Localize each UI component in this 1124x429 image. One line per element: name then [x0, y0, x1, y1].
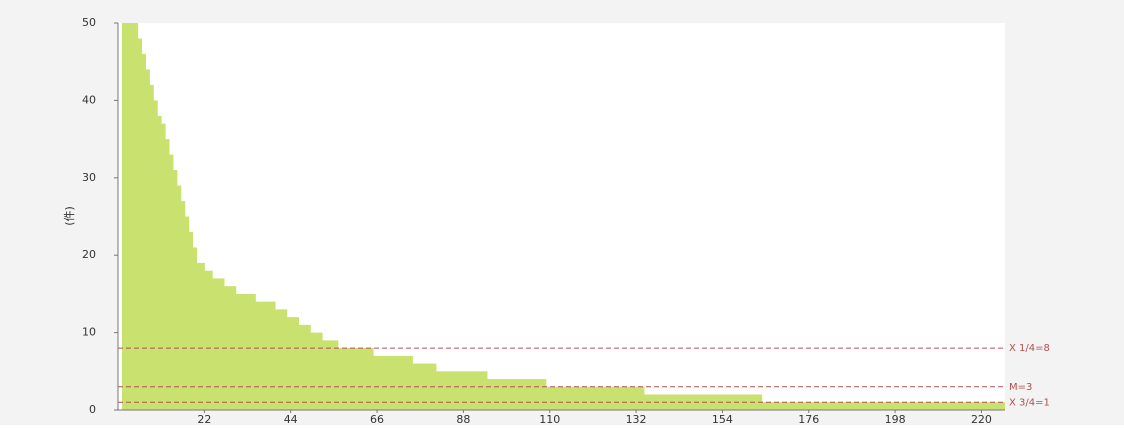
y-tick-label: 40 — [82, 93, 96, 106]
x-tick-label: 154 — [712, 413, 733, 425]
step-bar — [761, 402, 1002, 410]
step-bar — [188, 231, 194, 410]
step-bar — [137, 38, 143, 410]
step-bar — [161, 123, 166, 410]
step-bar — [1001, 402, 1005, 410]
step-bar — [121, 23, 127, 410]
x-tick-label: 22 — [197, 413, 211, 425]
step-bar — [310, 332, 323, 410]
step-bar — [204, 270, 213, 410]
x-tick-label: 110 — [539, 413, 560, 425]
step-bar — [141, 53, 146, 410]
step-bar — [133, 23, 139, 410]
x-tick-label: 132 — [626, 413, 647, 425]
step-bar — [169, 154, 174, 410]
step-bar — [145, 69, 150, 410]
reference-label: M=3 — [1009, 382, 1032, 393]
step-bar — [149, 84, 154, 410]
y-tick-label: 0 — [89, 403, 96, 416]
x-tick-label: 176 — [798, 413, 819, 425]
x-tick-label: 66 — [370, 413, 384, 425]
x-tick-label: 44 — [284, 413, 298, 425]
reference-label: X 3/4=1 — [1009, 397, 1050, 408]
step-bar — [274, 309, 288, 410]
step-bar — [172, 170, 178, 410]
step-bar — [196, 262, 205, 410]
step-bar — [435, 371, 488, 410]
x-tick-label: 220 — [971, 413, 992, 425]
x-tick-label: 198 — [885, 413, 906, 425]
step-bar — [129, 23, 135, 410]
step-bar — [486, 379, 547, 410]
y-tick-label: 10 — [82, 326, 96, 339]
step-bar — [184, 216, 190, 410]
step-bar — [337, 348, 374, 410]
step-bar — [125, 23, 131, 410]
step-bar — [192, 247, 197, 410]
step-bar — [322, 340, 339, 410]
step-bar — [235, 293, 256, 410]
step-bar — [153, 100, 158, 410]
step-bar — [373, 355, 413, 410]
y-tick-label: 30 — [82, 171, 96, 184]
y-tick-label: 50 — [82, 16, 96, 29]
step-bar — [286, 317, 300, 410]
step-bar — [255, 301, 276, 410]
step-bar — [180, 201, 186, 410]
step-bar — [545, 386, 645, 410]
step-bar — [176, 185, 182, 410]
reference-label: X 1/4=8 — [1009, 343, 1050, 354]
step-bar — [165, 139, 170, 410]
step-bar — [157, 115, 162, 410]
step-bar — [298, 324, 311, 410]
step-bar — [212, 278, 225, 410]
x-tick-label: 88 — [456, 413, 470, 425]
y-axis-label: (件) — [63, 206, 76, 226]
y-tick-label: 20 — [82, 248, 96, 261]
